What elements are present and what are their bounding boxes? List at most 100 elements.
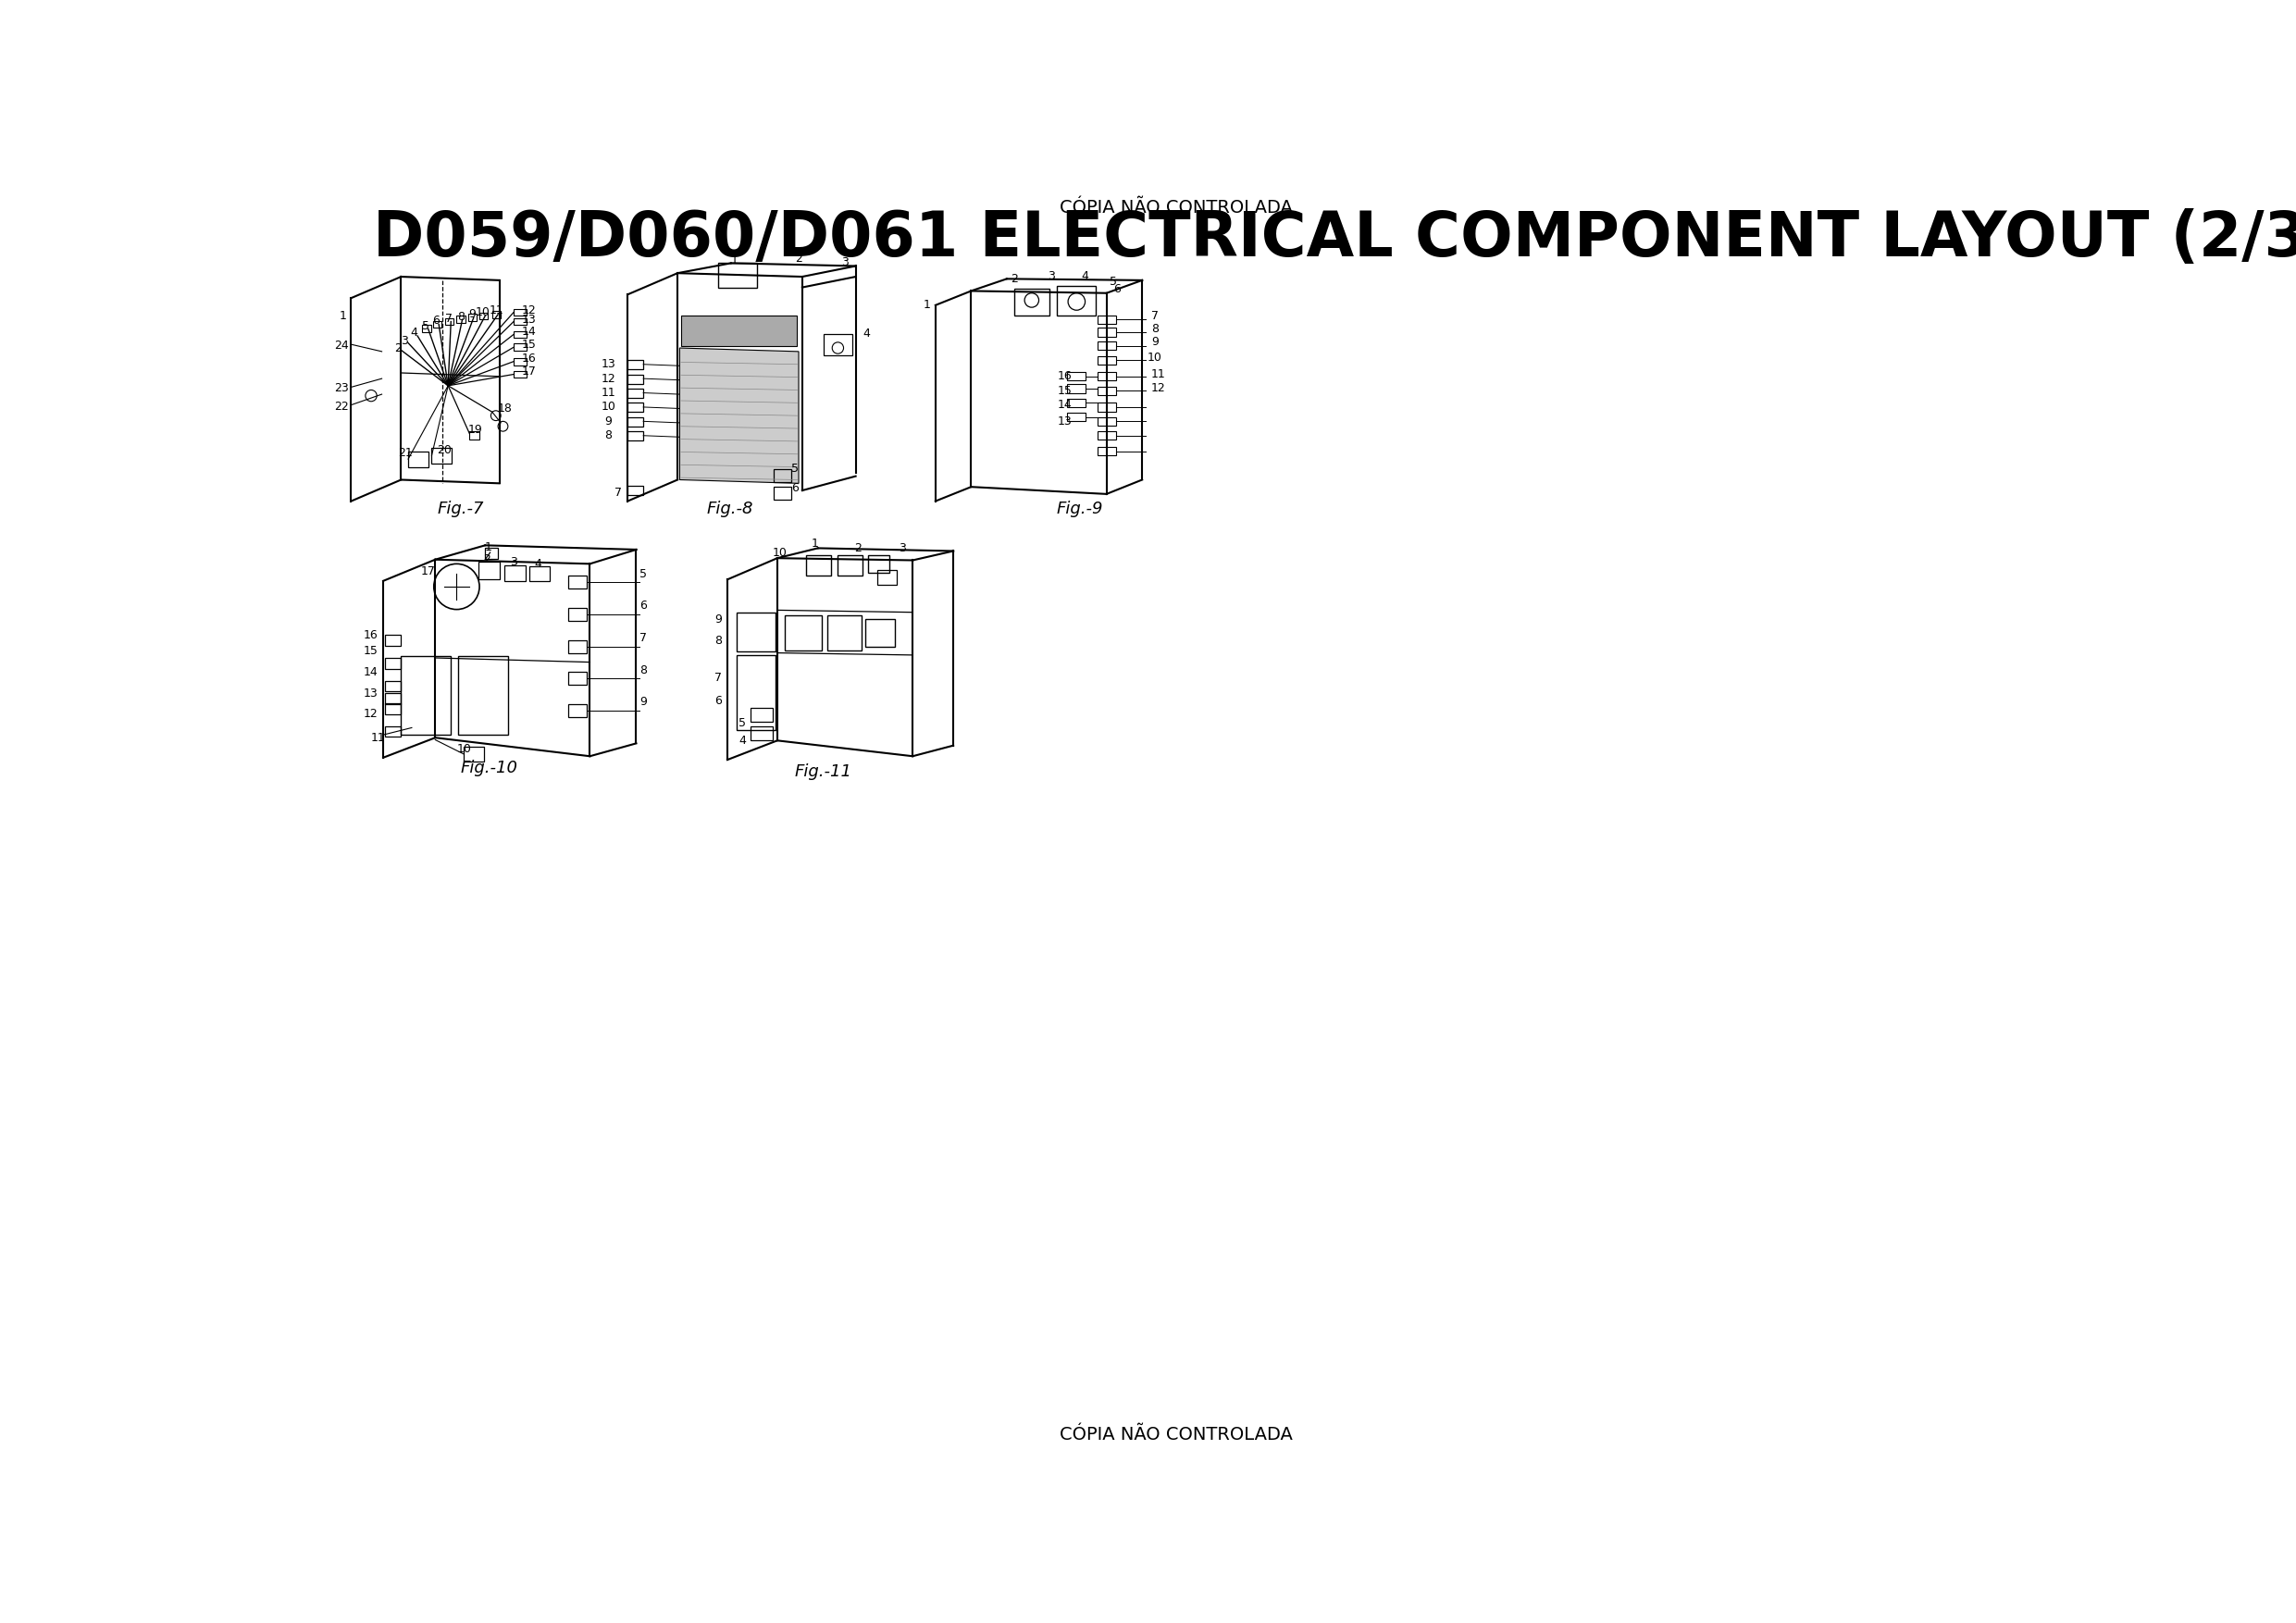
Bar: [464, 747, 484, 761]
Bar: [386, 680, 402, 691]
Bar: [1015, 289, 1049, 316]
Text: 23: 23: [333, 383, 349, 394]
Text: 10: 10: [771, 547, 788, 560]
Bar: [774, 487, 792, 500]
Text: 8: 8: [714, 635, 721, 648]
Bar: [877, 570, 898, 586]
Text: 2: 2: [794, 253, 801, 265]
Bar: [751, 708, 771, 722]
Bar: [1097, 386, 1116, 394]
Bar: [569, 609, 585, 622]
Bar: [1068, 399, 1086, 407]
Bar: [457, 316, 466, 323]
Text: 10: 10: [475, 307, 491, 318]
Text: 1: 1: [730, 255, 739, 266]
Text: Fig.-7: Fig.-7: [439, 500, 484, 518]
Bar: [774, 469, 792, 482]
Bar: [1097, 315, 1116, 323]
Bar: [386, 657, 402, 669]
Bar: [569, 704, 585, 717]
Text: 5: 5: [739, 717, 746, 729]
Bar: [514, 344, 526, 351]
Text: 5: 5: [1109, 276, 1118, 287]
Text: 7: 7: [641, 631, 647, 644]
Bar: [1097, 446, 1116, 456]
Polygon shape: [680, 347, 799, 484]
Bar: [627, 417, 643, 427]
Bar: [484, 547, 498, 558]
Bar: [1097, 355, 1116, 364]
Bar: [1068, 385, 1086, 393]
Bar: [514, 318, 526, 325]
Bar: [569, 672, 585, 685]
Text: 5: 5: [422, 320, 429, 331]
Text: 12: 12: [1150, 383, 1164, 394]
Text: CÓPIA NÃO CONTROLADA: CÓPIA NÃO CONTROLADA: [1061, 1425, 1293, 1443]
Text: 18: 18: [498, 403, 512, 414]
Text: 11: 11: [489, 304, 503, 316]
Text: 8: 8: [641, 664, 647, 677]
Bar: [627, 432, 643, 440]
Text: 14: 14: [521, 326, 537, 338]
Text: 15: 15: [363, 644, 379, 657]
Bar: [514, 359, 526, 365]
Bar: [491, 312, 501, 318]
Text: 16: 16: [363, 630, 379, 641]
Bar: [530, 566, 549, 581]
Bar: [1097, 432, 1116, 440]
Text: 11: 11: [1150, 368, 1164, 380]
Text: 3: 3: [510, 557, 517, 568]
Text: 11: 11: [372, 732, 386, 743]
Text: 2: 2: [482, 553, 491, 565]
Bar: [409, 451, 427, 467]
Bar: [468, 432, 480, 440]
Text: 21: 21: [397, 446, 413, 459]
Text: 12: 12: [602, 373, 615, 385]
Text: 3: 3: [898, 542, 905, 553]
Bar: [1097, 372, 1116, 381]
Bar: [627, 375, 643, 383]
Text: 6: 6: [792, 482, 799, 495]
Bar: [386, 693, 402, 704]
Text: 20: 20: [436, 443, 450, 456]
Text: 15: 15: [1058, 385, 1072, 396]
Bar: [824, 334, 852, 355]
Text: Fig.-10: Fig.-10: [459, 760, 517, 777]
Text: 3: 3: [1047, 269, 1054, 282]
Text: 6: 6: [714, 695, 721, 708]
Bar: [737, 656, 776, 730]
Bar: [478, 562, 501, 579]
Text: 6: 6: [1114, 282, 1120, 295]
Text: 1: 1: [810, 537, 820, 550]
Text: 4: 4: [1081, 269, 1088, 282]
Text: 8: 8: [604, 430, 613, 441]
Bar: [386, 703, 402, 714]
Text: 9: 9: [641, 696, 647, 708]
Bar: [627, 360, 643, 370]
Bar: [827, 615, 861, 651]
Text: 5: 5: [641, 568, 647, 579]
Bar: [868, 555, 889, 573]
Text: Fig.-9: Fig.-9: [1056, 500, 1104, 518]
Text: 2: 2: [854, 542, 861, 553]
Bar: [682, 316, 797, 346]
Bar: [514, 331, 526, 338]
Text: 16: 16: [1058, 370, 1072, 383]
Bar: [806, 555, 831, 575]
Text: 13: 13: [521, 313, 537, 326]
Bar: [627, 403, 643, 412]
Text: 3: 3: [840, 256, 850, 268]
Text: 5: 5: [792, 463, 799, 476]
Text: 19: 19: [468, 424, 482, 437]
Text: 1: 1: [340, 310, 347, 321]
Bar: [785, 615, 822, 651]
Text: 10: 10: [1148, 351, 1162, 364]
Text: 14: 14: [363, 665, 379, 678]
Text: 4: 4: [863, 328, 870, 339]
Text: 1: 1: [484, 542, 491, 553]
Bar: [386, 725, 402, 737]
Text: 7: 7: [714, 672, 721, 683]
Bar: [402, 656, 450, 735]
Text: CÓPIA NÃO CONTROLADA: CÓPIA NÃO CONTROLADA: [1061, 198, 1293, 216]
Bar: [468, 313, 478, 321]
